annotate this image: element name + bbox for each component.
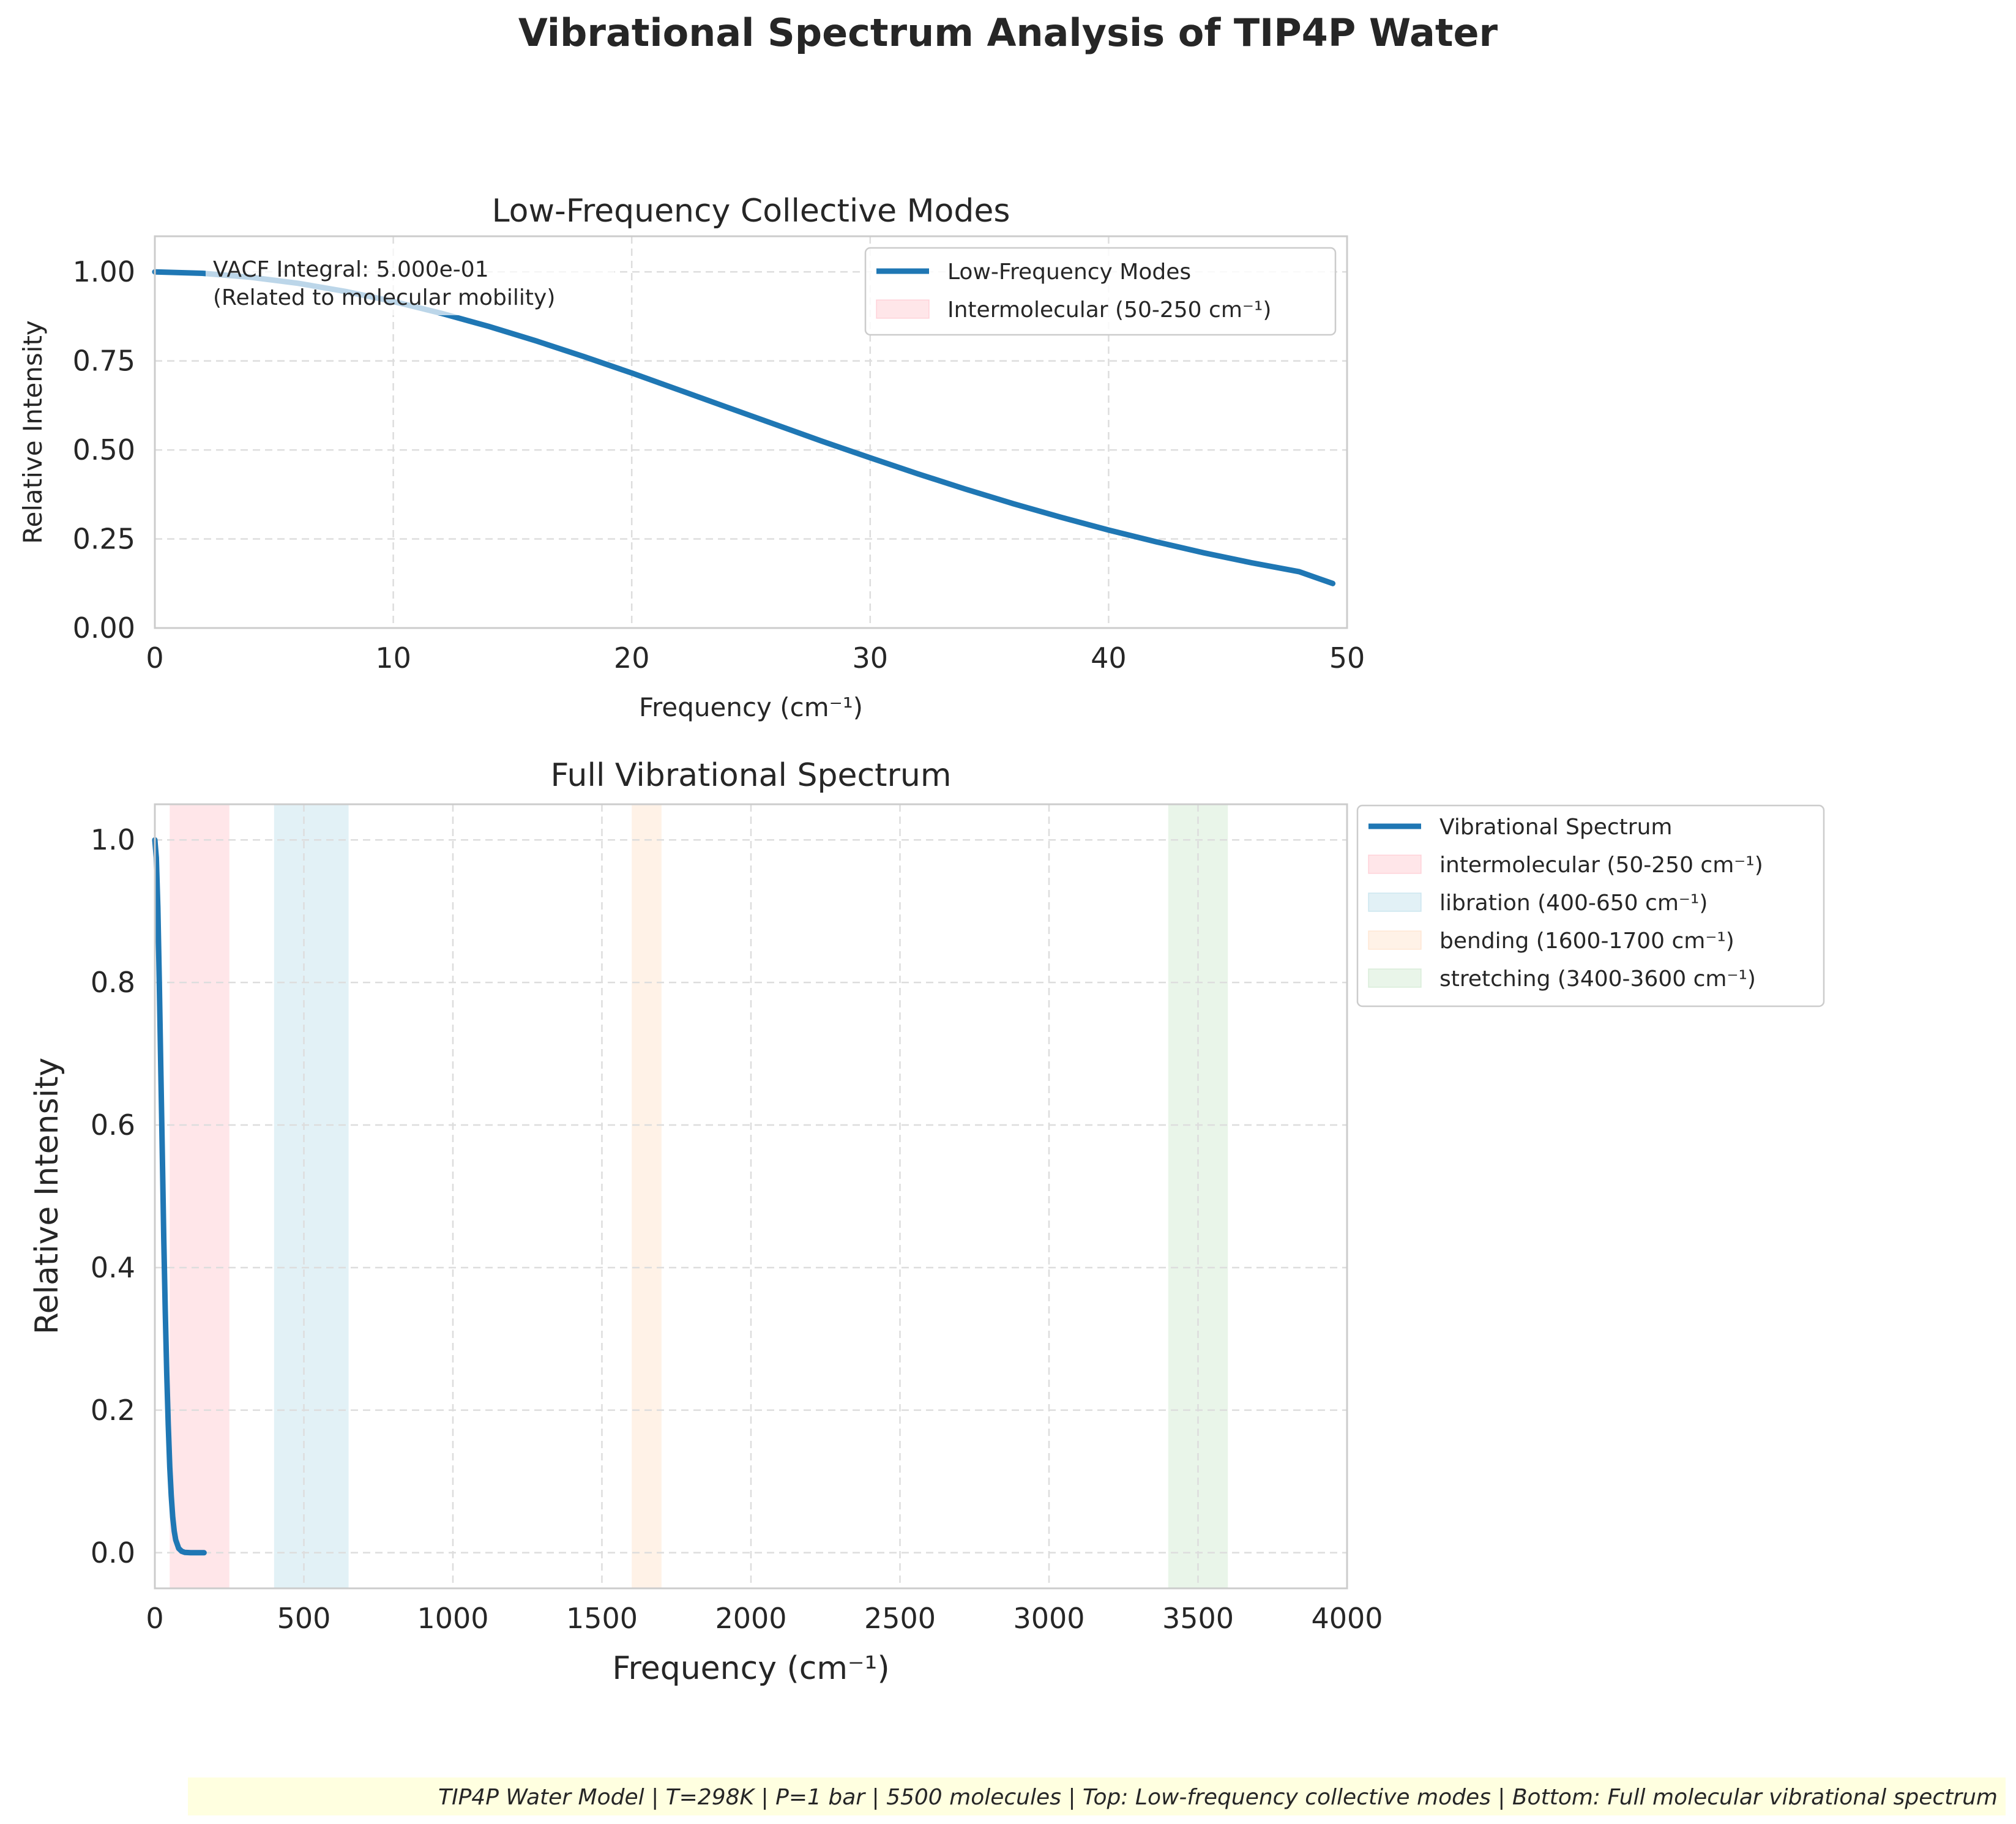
y-tick-label: 1.0 xyxy=(91,823,135,856)
vacf-annotation-line: (Related to molecular mobility) xyxy=(213,285,555,310)
legend-swatch-bending xyxy=(1368,930,1422,950)
y-tick-label: 0.6 xyxy=(91,1108,135,1142)
x-tick-label: 0 xyxy=(146,1602,163,1635)
low-frequency-y-ticks: 0.00 0.25 0.50 0.75 1.00 xyxy=(73,255,135,645)
legend-label-low-frequency-modes: Low-Frequency Modes xyxy=(947,260,1191,285)
vibrational-spectrum-line xyxy=(152,837,207,1556)
low-frequency-axes-frame xyxy=(154,235,1348,629)
full-spectrum-title: Full Vibrational Spectrum xyxy=(550,757,951,794)
full-spectrum-x-ticks: 0 500 1000 1500 2000 2500 3000 3500 4000 xyxy=(146,1602,1383,1635)
vacf-annotation: VACF Integral: 5.000e-01 (Related to mole… xyxy=(206,248,614,315)
footer-note-text: TIP4P Water Model | T=298K | P=1 bar | 5… xyxy=(438,1785,1998,1810)
low-frequency-legend-box xyxy=(864,247,1337,336)
x-tick-label: 10 xyxy=(375,641,411,675)
band-intermolecular xyxy=(170,804,230,1588)
legend-label-intermolecular: Intermolecular (50-250 cm⁻¹) xyxy=(947,297,1271,323)
x-tick-label: 40 xyxy=(1091,641,1127,675)
legend-swatch-libration xyxy=(1368,892,1422,912)
x-tick-label: 2000 xyxy=(715,1602,786,1635)
full-spectrum-x-label: Frequency (cm⁻¹) xyxy=(612,1650,889,1687)
footer-note-background xyxy=(188,1777,2006,1815)
figure-title: Vibrational Spectrum Analysis of TIP4P W… xyxy=(518,10,1498,55)
legend-label-bending: bending (1600-1700 cm⁻¹) xyxy=(1439,929,1734,954)
x-tick-label: 0 xyxy=(146,641,163,675)
band-bending xyxy=(632,804,662,1588)
x-tick-label: 3500 xyxy=(1162,1602,1234,1635)
legend-swatch-intermolecular xyxy=(1368,854,1422,874)
low-frequency-x-label: Frequency (cm⁻¹) xyxy=(639,692,863,722)
x-tick-label: 20 xyxy=(614,641,650,675)
y-tick-label: 0.8 xyxy=(91,966,135,999)
band-libration xyxy=(274,804,349,1588)
y-tick-label: 0.00 xyxy=(73,611,135,645)
y-tick-label: 0.50 xyxy=(73,433,135,466)
x-tick-label: 3000 xyxy=(1013,1602,1085,1635)
full-spectrum-y-ticks: 0.0 0.2 0.4 0.6 0.8 1.0 xyxy=(91,823,135,1569)
legend-label-libration: libration (400-650 cm⁻¹) xyxy=(1439,891,1708,916)
legend-label-intermolecular: intermolecular (50-250 cm⁻¹) xyxy=(1439,853,1763,878)
y-tick-label: 0.0 xyxy=(91,1536,135,1569)
vacf-annotation-text: VACF Integral: 5.000e-01 (Related to mole… xyxy=(213,257,555,310)
x-tick-label: 50 xyxy=(1329,641,1365,675)
y-tick-label: 0.25 xyxy=(73,523,135,556)
x-tick-label: 2500 xyxy=(864,1602,936,1635)
low-frequency-title: Low-Frequency Collective Modes xyxy=(492,193,1010,230)
legend-swatch-stretching xyxy=(1368,968,1422,988)
legend-label-stretching: stretching (3400-3600 cm⁻¹) xyxy=(1439,966,1756,992)
x-tick-label: 4000 xyxy=(1311,1602,1383,1635)
full-spectrum-bands xyxy=(170,804,1228,1588)
full-spectrum-legend-box xyxy=(1356,804,1825,1007)
y-tick-label: 0.75 xyxy=(73,345,135,378)
footer-note: TIP4P Water Model | T=298K | P=1 bar | 5… xyxy=(188,1777,2006,1815)
full-spectrum-y-label: Relative Intensity xyxy=(29,1058,65,1335)
x-tick-label: 30 xyxy=(853,641,889,675)
full-spectrum-axes-frame xyxy=(154,803,1348,1590)
low-frequency-panel: Low-Frequency Collective Modes 0 10 20 30 40… xyxy=(18,193,1365,722)
low-frequency-y-label: Relative Intensity xyxy=(18,320,48,544)
y-tick-label: 0.2 xyxy=(91,1394,135,1427)
low-frequency-x-ticks: 0 10 20 30 40 50 xyxy=(146,641,1365,675)
legend-swatch-intermolecular xyxy=(876,299,930,319)
full-spectrum-legend: Vibrational Spectrum intermolecular (50-… xyxy=(1356,804,1825,1007)
vacf-annotation-line: VACF Integral: 5.000e-01 xyxy=(213,257,489,282)
y-tick-label: 1.00 xyxy=(73,255,135,288)
vacf-annotation-background xyxy=(206,248,614,315)
x-tick-label: 500 xyxy=(277,1602,331,1635)
x-tick-label: 1000 xyxy=(417,1602,488,1635)
y-tick-label: 0.4 xyxy=(91,1251,135,1284)
x-tick-label: 1500 xyxy=(566,1602,638,1635)
low-frequency-legend: Low-Frequency Modes Intermolecular (50-2… xyxy=(864,247,1337,336)
legend-label-vibrational-spectrum: Vibrational Spectrum xyxy=(1439,815,1672,840)
full-spectrum-panel: Full Vibrational Spectrum 0 500 1000 1500 20… xyxy=(29,757,1825,1687)
